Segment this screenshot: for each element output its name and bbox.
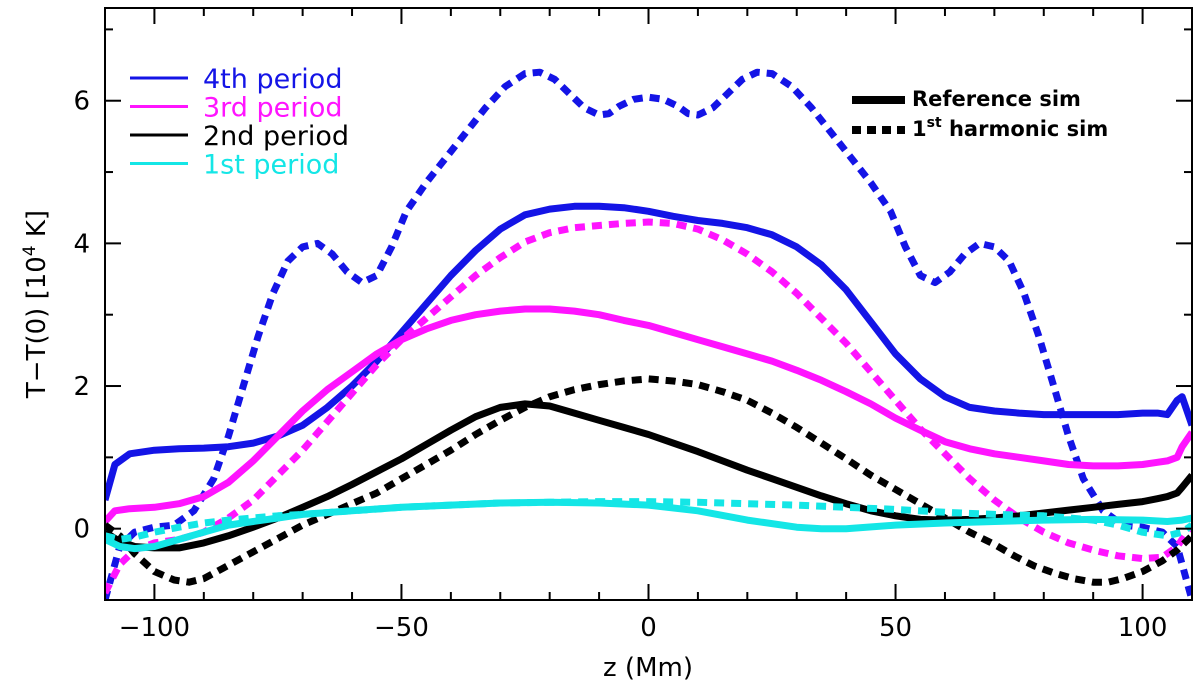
series-layer [105, 68, 1192, 600]
y-axis-title: T−T(0) [104 K] [20, 210, 52, 399]
x-axis-title: z (Mm) [603, 653, 693, 683]
ticks-layer [104, 8, 1193, 601]
y-tick-label: 2 [73, 372, 90, 402]
x-tick-label: −100 [119, 613, 190, 643]
y-axis-title-main: T−T(0) [10 [22, 256, 52, 399]
y-axis-title-end: K] [22, 210, 52, 245]
legend-sims: Reference sim 1st harmonic sim [852, 87, 1108, 141]
series-2nd-period-reference [105, 400, 1192, 552]
series-3rd-period-harmonic [105, 218, 1192, 595]
x-tick-label: 100 [1118, 613, 1168, 643]
legend-harmonic-sup: st [927, 115, 942, 131]
x-tick-label: 50 [879, 613, 912, 643]
tick-labels: −100 −50 0 50 100 0 2 4 6 [73, 87, 1167, 643]
y-tick-label: 4 [73, 229, 90, 259]
series-4th-period-harmonic [105, 68, 1192, 600]
x-tick-label: −50 [374, 613, 429, 643]
legend-label-2nd-period: 2nd period [203, 121, 349, 152]
legend-harmonic-label: 1st harmonic sim [912, 115, 1108, 141]
legend-harmonic-post: harmonic sim [942, 117, 1109, 141]
y-tick-label: 0 [73, 515, 90, 545]
series-3rd-period-reference [105, 305, 1192, 524]
series-2nd-period-harmonic [105, 375, 1192, 586]
legend-label-3rd-period: 3rd period [203, 93, 343, 124]
legend-label-4th-period: 4th period [203, 64, 342, 95]
legend-reference-label: Reference sim [912, 87, 1081, 111]
x-tick-label: 0 [640, 613, 657, 643]
series-1st-period-harmonic [105, 498, 1192, 543]
legend-harmonic-pre: 1 [912, 117, 927, 141]
y-tick-label: 6 [73, 87, 90, 117]
legend-label-1st-period: 1st period [203, 150, 339, 181]
y-axis-title-sup: 4 [20, 245, 40, 256]
